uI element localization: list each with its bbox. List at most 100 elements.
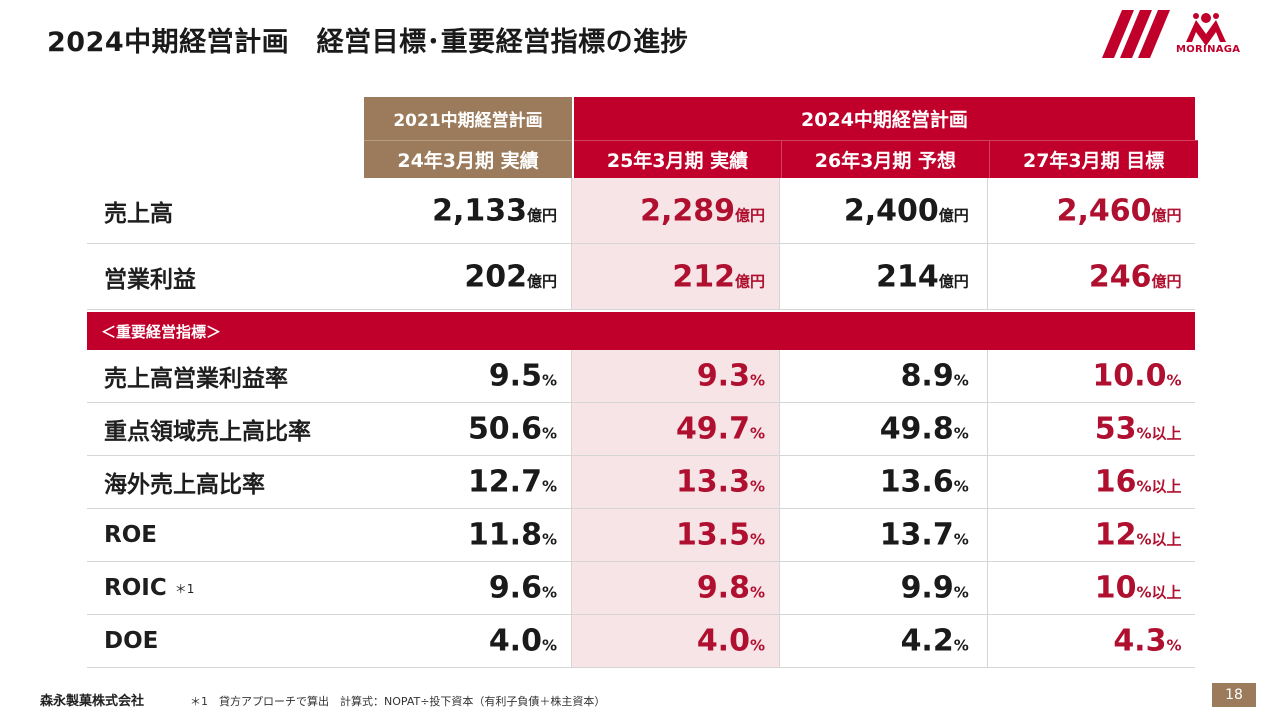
value: 53 %以上 [1095, 412, 1182, 447]
value-cell: 4.0% [572, 615, 780, 667]
value: 16 %以上 [1095, 465, 1182, 500]
value-unit: %以上 [1136, 477, 1182, 496]
value-cell: 13.3% [572, 456, 780, 508]
value: 2,133 億円 [432, 193, 557, 228]
value-unit: % [541, 583, 557, 602]
value-unit: % [1166, 371, 1182, 390]
value: 4.0% [697, 624, 765, 659]
value-unit: 億円 [526, 206, 557, 224]
value: 4.3% [1113, 624, 1181, 659]
header-col-fy27: 27年3月期 目標 [989, 140, 1198, 178]
value-number: 12.7 [467, 464, 542, 500]
value-cell: 8.9% [780, 350, 988, 402]
header-current-plan: 2024中期経営計画 [574, 97, 1195, 140]
row-label-cell: 海外売上高比率 [87, 456, 364, 508]
value-unit: % [1166, 636, 1182, 655]
value: 12.7% [468, 465, 557, 500]
value-unit: % [953, 530, 969, 549]
value-number: 2,289 [640, 193, 735, 228]
value: 49.8% [880, 412, 969, 447]
row-label-cell: 売上高 [87, 178, 364, 243]
row-label: 売上高 [104, 200, 173, 227]
value-unit: 億円 [734, 206, 765, 224]
value-unit: % [749, 477, 765, 496]
value-number: 202 [464, 259, 527, 294]
header-row-periods: 24年3月期 実績 25年3月期 実績 26年3月期 予想 27年3月期 目標 [87, 140, 1198, 178]
value-unit: %以上 [1136, 424, 1182, 443]
value: 9.6% [489, 571, 557, 606]
value-number: 9.8 [696, 570, 750, 606]
value-number: 214 [876, 259, 939, 294]
value-unit: % [749, 371, 765, 390]
footnote: ＊1 貸方アプローチで算出 計算式：NOPAT÷投下資本（有利子負債＋株主資本） [190, 695, 606, 708]
value: 2,400 億円 [844, 193, 969, 228]
value-cell: 212 億円 [572, 244, 780, 309]
row-label-cell: 売上高営業利益率 [87, 350, 364, 402]
value-cell: 214 億円 [780, 244, 988, 309]
value-unit: % [541, 477, 557, 496]
table-row: 売上高 2,133 億円 2,289 億円 2,400 億円 2,460 億円 [87, 178, 1195, 244]
morinaga-logo-icon [1102, 10, 1226, 58]
value-cell: 10.0% [988, 350, 1196, 402]
value-number: 9.6 [488, 570, 542, 606]
page-number: 18 [1212, 683, 1256, 707]
value-cell: 10 %以上 [988, 562, 1196, 614]
value-number: 53 [1094, 411, 1137, 447]
value-number: 10 [1094, 570, 1137, 606]
value-cell: 4.3% [988, 615, 1196, 667]
row-label-cell: DOE [87, 615, 364, 667]
company-name: 森永製菓株式会社 [40, 694, 145, 709]
row-label: DOE [104, 628, 159, 654]
value: 10.0% [1092, 359, 1181, 394]
value-unit: % [953, 371, 969, 390]
value-unit: % [541, 424, 557, 443]
value-number: 246 [1088, 259, 1152, 294]
value-number: 212 [672, 259, 735, 294]
value-cell: 16 %以上 [988, 456, 1196, 508]
value-unit: % [749, 636, 765, 655]
header-col-fy24: 24年3月期 実績 [364, 140, 572, 178]
value-unit: 億円 [526, 272, 557, 290]
value-unit: % [953, 636, 969, 655]
value-cell: 4.0% [364, 615, 572, 667]
value-cell: 12.7% [364, 456, 572, 508]
row-label-cell: 営業利益 [87, 244, 364, 309]
value-unit: % [953, 477, 969, 496]
page-title: 2024中期経営計画 経営目標･重要経営指標の進捗 [47, 27, 689, 58]
header-col-fy26: 26年3月期 予想 [782, 140, 990, 178]
value-number: 49.8 [879, 411, 954, 447]
value-cell: 9.8% [572, 562, 780, 614]
value-cell: 11.8% [364, 509, 572, 561]
row-label: ROE [104, 522, 157, 548]
value-unit: 億円 [734, 272, 765, 290]
value-cell: 2,460 億円 [988, 178, 1196, 243]
value: 50.6% [468, 412, 557, 447]
value: 13.3% [676, 465, 765, 500]
value-cell: 53 %以上 [988, 403, 1196, 455]
value-unit: %以上 [1136, 530, 1182, 549]
value: 13.7% [880, 518, 969, 553]
value: 9.5% [489, 359, 557, 394]
value-number: 11.8 [467, 517, 542, 553]
table-row: 重点領域売上高比率 50.6% 49.7% 49.8% 53 %以上 [87, 403, 1195, 456]
value-cell: 13.7% [780, 509, 988, 561]
value: 2,289 億円 [640, 193, 765, 228]
value-unit: % [749, 583, 765, 602]
value-cell: 246 億円 [988, 244, 1196, 309]
header-prev-plan: 2021中期経営計画 [364, 97, 572, 140]
kpi-table: 2021中期経営計画 2024中期経営計画 24年3月期 実績 25年3月期 実… [87, 97, 1198, 668]
value-number: 13.3 [675, 464, 750, 500]
table-row: 営業利益 202 億円 212 億円 214 億円 246 億円 [87, 244, 1195, 310]
value: 49.7% [676, 412, 765, 447]
row-label-cell: ROE [87, 509, 364, 561]
value: 202 億円 [464, 259, 557, 294]
value-cell: 202 億円 [364, 244, 572, 309]
header-col-fy25: 25年3月期 実績 [574, 140, 782, 178]
value: 9.3% [697, 359, 765, 394]
value-unit: % [749, 530, 765, 549]
row-label: 重点領域売上高比率 [104, 419, 311, 445]
table-row: 海外売上高比率 12.7% 13.3% 13.6% 16 %以上 [87, 456, 1195, 509]
value-cell: 2,400 億円 [780, 178, 988, 243]
value-number: 4.2 [900, 623, 954, 659]
row-label: ROIC [104, 575, 167, 601]
